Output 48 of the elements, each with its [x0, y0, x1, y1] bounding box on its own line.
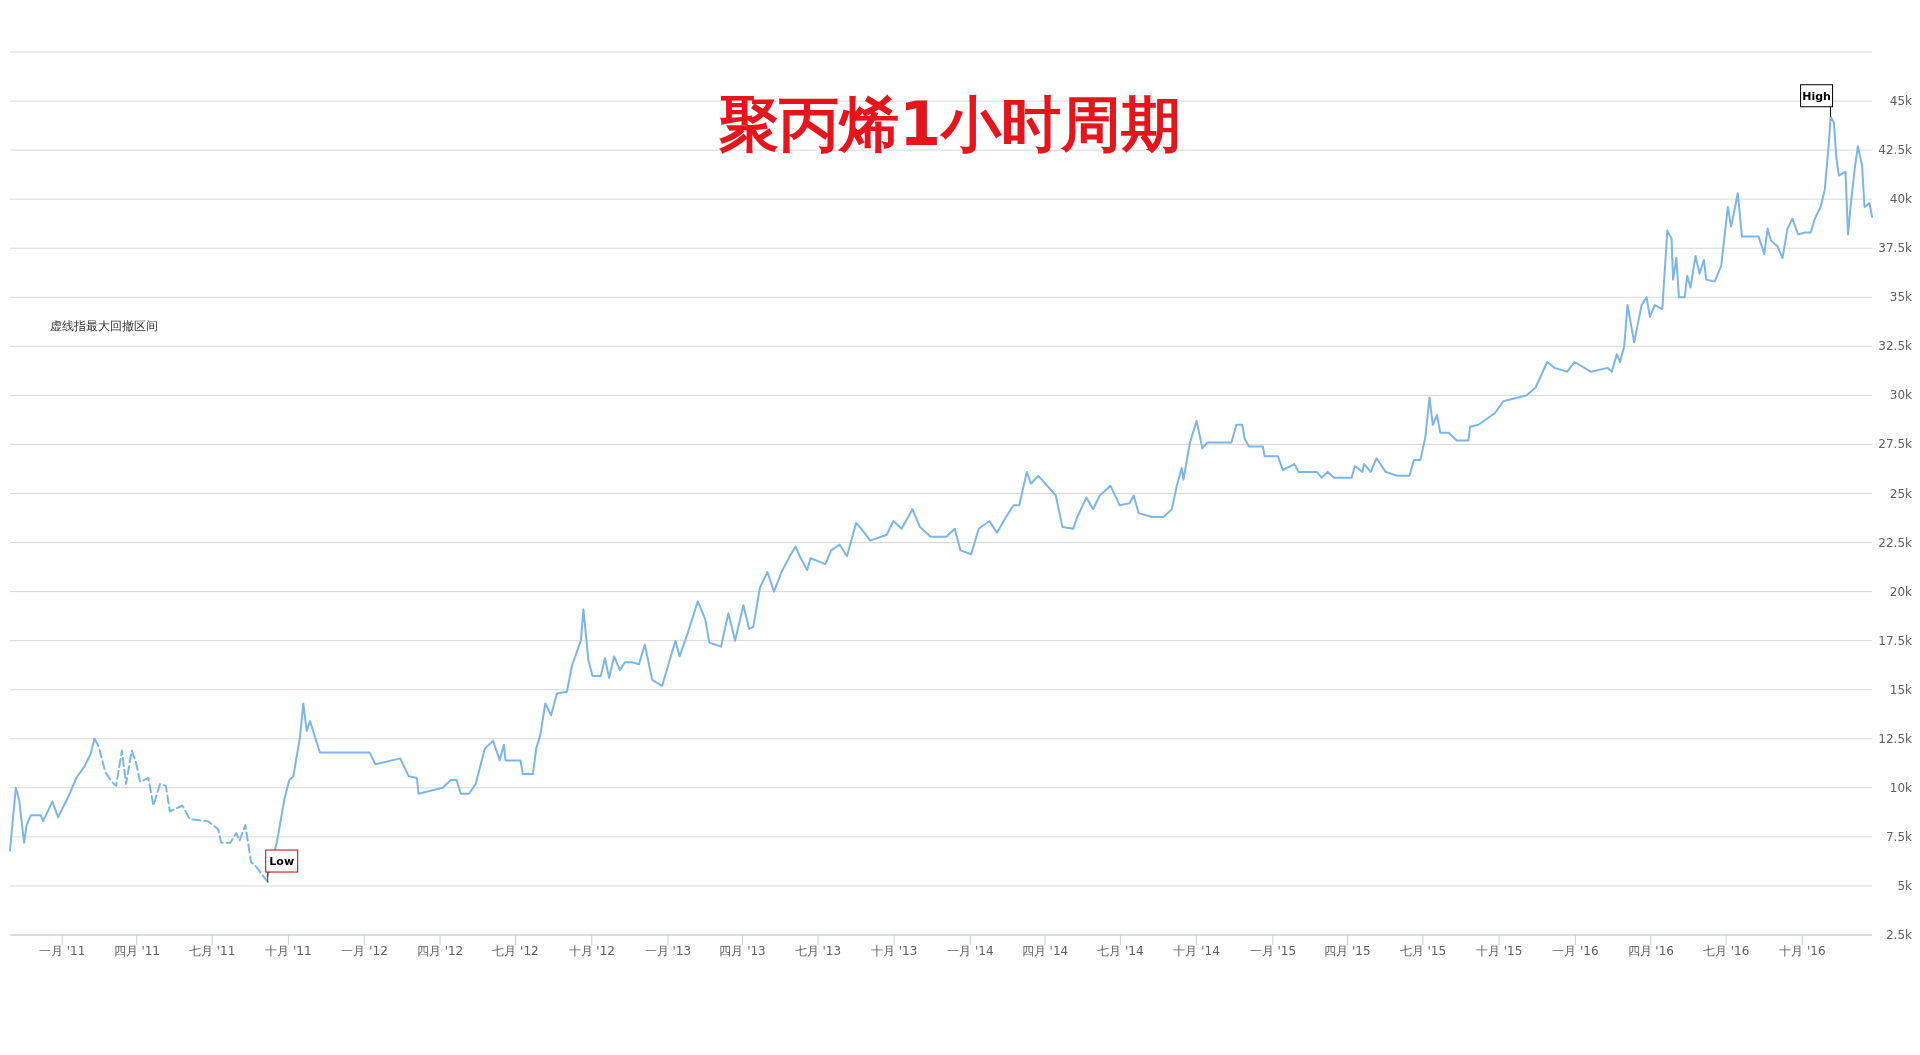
x-tick-label: 七月 '12: [492, 944, 539, 958]
y-tick-label: 42.5k: [1878, 143, 1913, 158]
y-tick-label: 30k: [1889, 388, 1913, 403]
y-tick-label: 25k: [1889, 486, 1913, 501]
y-tick-label: 15k: [1889, 682, 1913, 697]
y-tick-label: 40k: [1889, 192, 1913, 207]
x-tick-label: 七月 '14: [1097, 944, 1144, 958]
x-tick-label: 七月 '13: [794, 944, 842, 958]
x-tick-label: 十月 '16: [1779, 944, 1826, 958]
x-tick-label: 四月 '14: [1021, 944, 1069, 958]
annotation: Low: [269, 855, 295, 869]
y-tick-label: 20k: [1889, 584, 1913, 599]
y-tick-label: 32.5k: [1878, 339, 1913, 354]
annotation: High: [1802, 89, 1831, 103]
x-tick-label: 一月 '12: [341, 944, 388, 958]
x-tick-label: 十月 '11: [265, 944, 312, 958]
text: 聚丙烯1小时周期: [719, 89, 1181, 159]
flag: High: [1800, 84, 1834, 118]
y-tick-label: 45k: [1889, 94, 1913, 109]
annotation: 虚线指最大回撤区间: [50, 319, 158, 333]
x-tick-label: 七月 '11: [189, 944, 236, 958]
x-tick-label: 一月 '15: [1249, 944, 1297, 958]
x-tick-label: 一月 '16: [1552, 944, 1599, 958]
x-tick-label: 四月 '11: [113, 944, 160, 958]
flag: Low: [265, 849, 299, 883]
y-tick-label: 17.5k: [1878, 633, 1913, 648]
y-tick-label: 7.5k: [1885, 829, 1913, 844]
x-tick-label: 七月 '15: [1399, 944, 1447, 958]
x-tick-label: 四月 '15: [1324, 944, 1371, 958]
y-tick-label: 37.5k: [1878, 241, 1913, 256]
x-tick-label: 十月 '13: [870, 944, 918, 958]
y-tick-label: 22.5k: [1878, 535, 1913, 550]
y-tick-label: 12.5k: [1878, 731, 1913, 746]
x-tick-label: 十月 '14: [1173, 944, 1220, 958]
y-tick-label: 35k: [1889, 290, 1913, 305]
y-tick-label: 5k: [1897, 878, 1913, 893]
y-tick-label: 27.5k: [1878, 437, 1913, 452]
x-tick-label: 一月 '13: [644, 944, 692, 958]
y-tick-label: 2.5k: [1885, 928, 1913, 942]
x-tick-label: 四月 '13: [719, 944, 766, 958]
y-tick-label: 10k: [1889, 780, 1913, 795]
x-tick-label: 四月 '12: [416, 944, 464, 958]
x-tick-label: 一月 '11: [39, 944, 86, 958]
x-tick-label: 十月 '12: [568, 944, 615, 958]
x-tick-label: 七月 '16: [1702, 944, 1750, 958]
x-tick-label: 四月 '16: [1627, 944, 1674, 958]
x-tick-label: 一月 '14: [947, 944, 994, 958]
x-tick-label: 十月 '15: [1475, 944, 1523, 958]
